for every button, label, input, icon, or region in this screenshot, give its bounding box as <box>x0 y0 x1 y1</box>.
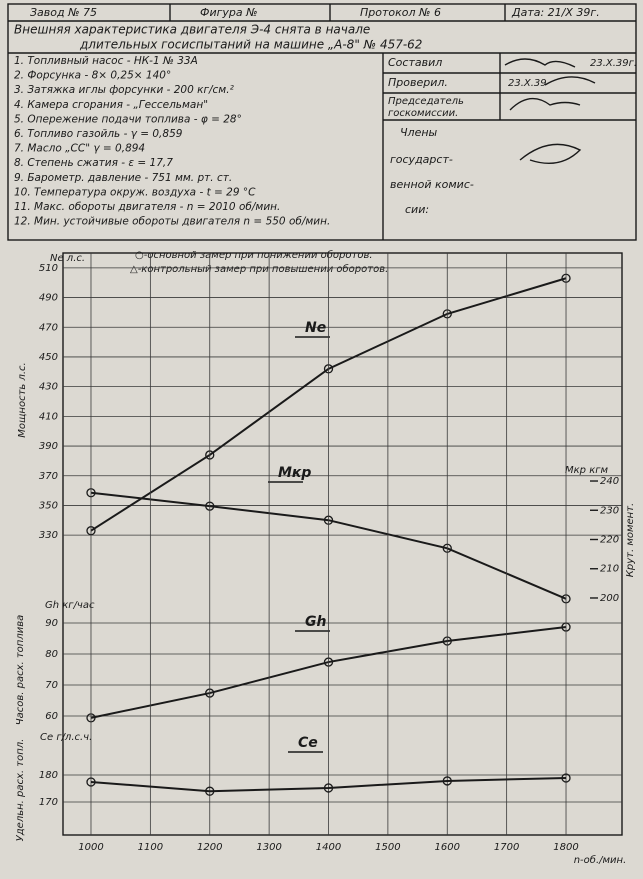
x-tick-label: 1000 <box>78 842 103 853</box>
title: длительных госиспытаний на машине „А-8" … <box>79 38 422 52</box>
x-tick-label: 1800 <box>553 842 578 853</box>
y-tick-label: 510 <box>39 263 58 274</box>
signature-date: 23.X.39 <box>508 78 547 89</box>
y-tick-label: 470 <box>39 322 58 333</box>
condition: 9. Барометр. давление - 751 мм. рт. ст. <box>14 172 232 184</box>
axis-unit: Gh кг/час <box>45 600 95 611</box>
y-tick-label: 210 <box>600 564 619 575</box>
members: венной комис- <box>390 178 474 191</box>
factory: Завод № 75 <box>30 6 97 19</box>
x-tick-label: 1300 <box>256 842 281 853</box>
series-label: Gh <box>305 614 326 630</box>
y-tick-label: 60 <box>45 711 58 722</box>
signature-role: Проверил. <box>388 76 448 89</box>
x-axis-label: n-об./мин. <box>574 854 627 866</box>
series-label: Ce <box>298 735 318 751</box>
y-tick-label: 450 <box>39 352 58 363</box>
condition: 6. Топливо газойль - γ = 0,859 <box>14 128 183 140</box>
y-tick-label: 230 <box>600 505 619 516</box>
data-point <box>442 776 452 786</box>
signature-role: госкомиссии. <box>388 108 458 119</box>
x-tick-label: 1500 <box>375 842 400 853</box>
series-label: Ne <box>305 320 326 336</box>
x-tick-label: 1100 <box>138 842 163 853</box>
condition: 5. Опережение подачи топлива - φ = 28° <box>14 113 242 125</box>
series-label: Мкр <box>278 465 311 481</box>
signature-ink <box>504 58 596 164</box>
data-line <box>90 776 567 793</box>
signature-date: 23.X.39г. <box>590 58 637 69</box>
date: Дата: 21/X 39г. <box>511 6 600 19</box>
data-point <box>86 777 96 787</box>
members: Члены <box>400 126 438 139</box>
y-tick-label: 80 <box>45 649 58 660</box>
y-tick-label: 180 <box>39 770 58 781</box>
signature-role: Составил <box>388 56 442 69</box>
y-tick-label: 490 <box>39 293 58 304</box>
axis-unit: Mкр кгм <box>565 465 608 476</box>
header-frame <box>7 3 637 241</box>
condition: 11. Макс. обороты двигателя - n = 2010 о… <box>14 201 280 213</box>
y-tick-label: 370 <box>39 471 58 482</box>
x-tick-label: 1700 <box>494 842 519 853</box>
y-tick-label: 330 <box>39 530 58 541</box>
legend: ○-основной замер при понижении оборотов. <box>135 249 373 261</box>
legend: △-контрольный замер при повышении оборот… <box>130 263 388 275</box>
y-tick-label: 90 <box>45 618 58 629</box>
signature-role: Председатель <box>388 96 464 107</box>
condition: 12. Мин. устойчивые обороты двигателя n … <box>14 216 330 228</box>
axis-title: Крут. момент. <box>625 503 636 577</box>
y-tick-label: 70 <box>45 680 58 691</box>
condition: 10. Температура окруж. воздуха - t = 29 … <box>14 186 256 198</box>
y-tick-label: 240 <box>600 476 619 487</box>
grid-frame <box>62 252 623 836</box>
axis-unit: Ne л.с. <box>50 253 85 264</box>
y-tick-label: 410 <box>39 411 58 422</box>
condition: 4. Камера сгорания - „Гессельман" <box>14 99 208 111</box>
condition: 7. Масло „СС" γ = 0,894 <box>14 143 145 155</box>
x-tick-label: 1600 <box>435 842 460 853</box>
axis-title: Часов. расх. топлива <box>15 615 26 726</box>
data-point <box>323 783 334 793</box>
members: государст- <box>390 153 453 166</box>
y-tick-label: 430 <box>39 382 58 393</box>
x-tick-label: 1400 <box>316 842 341 853</box>
axis-unit: Ce г/л.с.ч. <box>40 732 92 743</box>
condition: 8. Степень сжатия - ε = 17,7 <box>14 157 173 169</box>
members: сии: <box>405 203 429 216</box>
title: Внешняя характеристика двигателя Э-4 сня… <box>14 23 370 37</box>
axis-title: Удельн. расх. топл. <box>15 739 26 842</box>
condition: 3. Затяжка иглы форсунки - 200 кг/см.² <box>14 84 235 96</box>
y-tick-label: 390 <box>39 441 58 452</box>
protocol: Протокол № 6 <box>360 6 441 19</box>
y-tick-label: 200 <box>600 593 619 604</box>
y-tick-label: 350 <box>39 500 58 511</box>
condition: 1. Топливный насос - НК-1 № 33А <box>14 55 198 67</box>
x-tick-label: 1200 <box>197 842 222 853</box>
condition: 2. Форсунка - 8× 0,25× 140° <box>14 70 171 82</box>
y-tick-label: 220 <box>600 535 619 546</box>
data-point <box>561 773 571 783</box>
data-point <box>205 786 215 796</box>
y-tick-label: 170 <box>39 797 58 808</box>
figure: Фигура № <box>200 6 258 19</box>
axis-title: Мощность л.с. <box>17 362 28 437</box>
